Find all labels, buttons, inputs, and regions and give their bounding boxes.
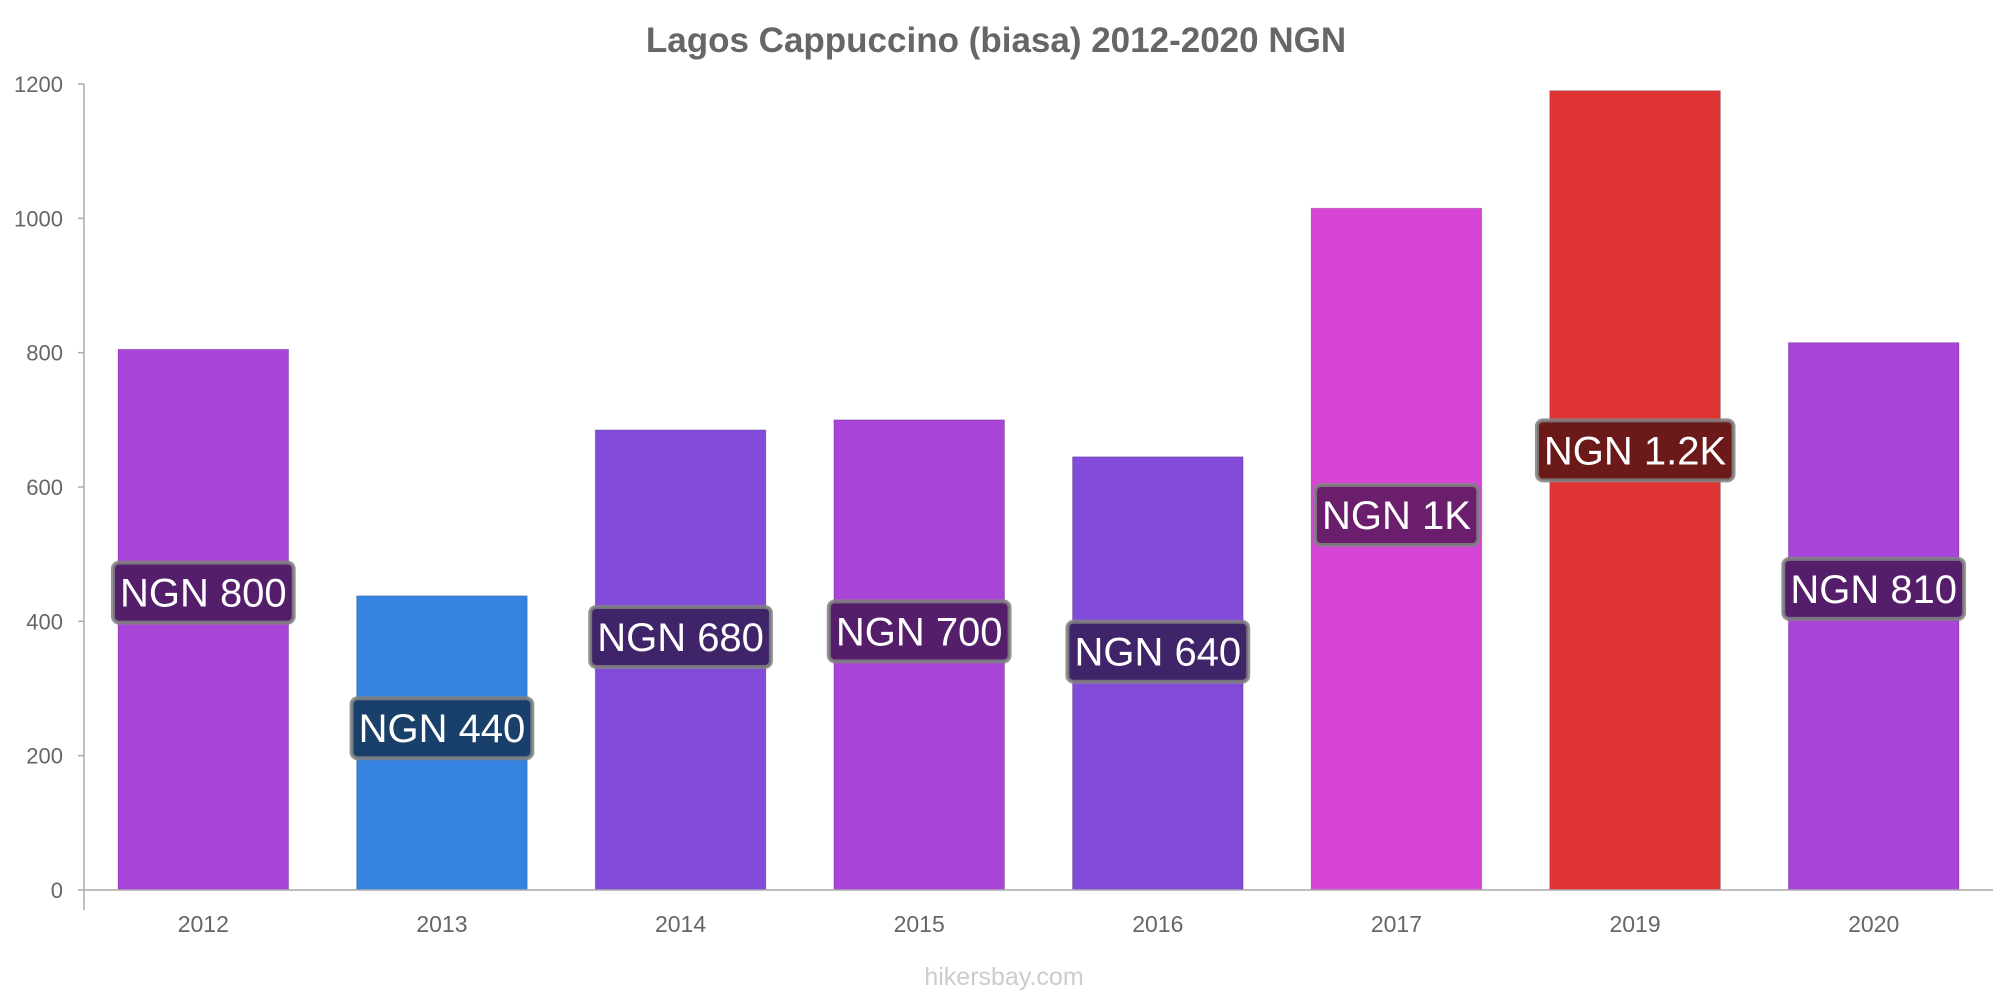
data-label-box [110,560,296,625]
y-tick-label: 1200 [14,72,63,97]
x-tick-label: 2017 [1371,911,1422,937]
bar-2017 [1310,207,1483,891]
data-label: NGN 810 [1790,568,1957,612]
y-tick-label: 600 [26,475,63,500]
data-label-box [1781,556,1967,621]
data-label: NGN 700 [836,610,1003,654]
y-tick-label: 200 [26,744,63,769]
data-label-box [1312,483,1481,548]
x-tick-label: 2014 [655,911,706,937]
data-label: NGN 680 [597,616,764,660]
data-label-box [1534,418,1736,483]
data-label: NGN 1K [1322,494,1471,538]
bar-2019 [1549,90,1721,891]
data-label-box [349,696,535,761]
chart-title: Lagos Cappuccino (biasa) 2012-2020 NGN [646,21,1346,60]
y-axis: 0 200 400 600 800 1000 1200 [14,72,85,910]
data-label: NGN 640 [1074,631,1241,675]
y-tick-label: 800 [26,341,63,366]
x-tick-label: 2012 [178,911,229,937]
data-label: NGN 800 [120,572,287,616]
y-tick-label: 400 [26,609,63,634]
x-axis: 2012 2013 2014 2015 2016 2017 2019 2020 [84,889,1993,937]
data-label: NGN 1.2K [1544,429,1727,473]
data-label: NGN 440 [359,707,526,751]
data-label-box [1065,619,1251,684]
watermark: hikersbay.com [924,963,1083,991]
data-label-box [588,604,773,669]
x-tick-label: 2020 [1848,911,1899,937]
y-tick-label: 1000 [14,206,63,231]
x-tick-label: 2013 [416,911,467,937]
bars [117,90,1960,891]
data-label-box [826,599,1012,664]
x-tick-label: 2019 [1609,911,1660,937]
y-tick-label: 0 [51,878,63,903]
data-labels: NGN 800 NGN 440 NGN 680 NGN 700 NGN 640 NGN 1… [110,418,1967,761]
x-tick-label: 2016 [1132,911,1183,937]
x-tick-label: 2015 [894,911,945,937]
